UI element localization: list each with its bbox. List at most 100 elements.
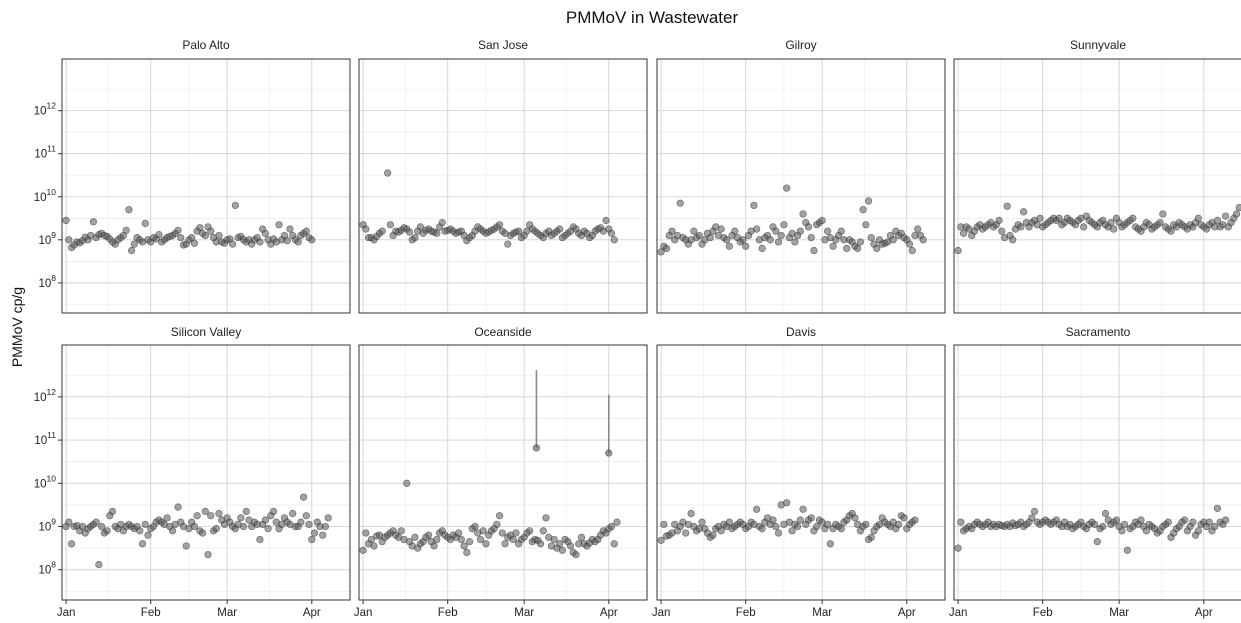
data-point	[495, 221, 504, 229]
facet-strip	[62, 33, 350, 57]
data-point	[386, 221, 395, 229]
data-point	[1110, 225, 1118, 233]
data-point	[698, 518, 706, 526]
data-point	[774, 529, 783, 537]
data-point	[772, 227, 780, 235]
data-point	[127, 246, 136, 255]
data-point	[275, 221, 283, 229]
panel-border	[358, 344, 648, 601]
data-point	[294, 238, 302, 246]
panel-border	[953, 344, 1241, 601]
y-tick-label: 1010	[34, 473, 57, 490]
data-point	[289, 509, 297, 518]
panel-background	[359, 345, 647, 600]
data-point	[495, 512, 504, 520]
data-point	[141, 520, 149, 529]
data-point	[889, 236, 897, 244]
x-tick-label: Feb	[1033, 607, 1053, 619]
data-point	[457, 535, 466, 544]
data-point	[319, 531, 327, 539]
data-point	[403, 479, 411, 487]
data-point	[807, 514, 815, 522]
data-point	[498, 529, 506, 537]
data-point	[310, 529, 319, 537]
data-point	[163, 514, 171, 522]
panel-background	[657, 345, 945, 600]
data-point	[1080, 223, 1088, 231]
facet-panel: Oceanside Jan Feb Mar Apr	[354, 320, 648, 619]
data-point	[97, 522, 106, 531]
facet-strip	[62, 320, 350, 344]
data-point	[261, 516, 270, 524]
x-tick-label: Jan	[57, 607, 76, 619]
data-point	[463, 548, 471, 557]
y-tick-label: 1011	[34, 430, 56, 447]
data-point	[515, 227, 523, 235]
facet-strip	[657, 320, 945, 344]
data-point	[783, 499, 791, 507]
facet-panel: Palo Alto 108 109 1010 1011 1012	[34, 33, 351, 314]
data-point	[758, 525, 766, 533]
data-point	[424, 531, 433, 539]
data-point	[998, 227, 1006, 235]
panel-border	[61, 58, 351, 314]
data-point	[321, 522, 330, 531]
data-point	[138, 540, 147, 548]
data-point	[302, 512, 310, 520]
data-point	[914, 225, 922, 233]
data-point	[198, 529, 207, 537]
data-point	[204, 550, 212, 559]
panel-background	[62, 59, 350, 313]
data-point	[62, 216, 70, 225]
data-point	[215, 509, 223, 518]
x-tick-label: Mar	[812, 607, 832, 619]
data-point	[796, 516, 804, 524]
data-point	[823, 227, 832, 235]
x-tick-label: Mar	[514, 607, 534, 619]
data-point	[1194, 214, 1202, 222]
panel-border	[656, 344, 946, 601]
data-point	[804, 223, 813, 231]
panel-background	[954, 345, 1241, 600]
data-point	[286, 225, 294, 233]
data-point	[725, 242, 733, 250]
facet-panel: Davis Jan Feb Mar Apr	[652, 320, 946, 619]
data-point	[125, 206, 133, 214]
data-point	[190, 239, 199, 247]
data-point	[182, 542, 190, 550]
data-point	[215, 231, 223, 240]
data-point	[695, 231, 703, 240]
x-tick-label: Feb	[736, 607, 756, 619]
data-point	[1099, 522, 1107, 531]
facet-title: Oceanside	[474, 325, 532, 339]
data-point	[662, 244, 671, 253]
data-point	[769, 516, 777, 524]
x-tick-label: Apr	[1195, 607, 1213, 619]
facet-title: Gilroy	[785, 38, 816, 52]
data-point	[433, 535, 441, 544]
data-point	[766, 236, 774, 244]
data-point	[954, 246, 962, 255]
y-tick-label: 1012	[34, 101, 57, 118]
data-point	[862, 221, 870, 229]
data-point	[894, 520, 903, 529]
data-point	[602, 216, 610, 225]
data-point	[1167, 227, 1175, 235]
x-tick-label: Mar	[1109, 607, 1129, 619]
panel-background	[954, 59, 1241, 313]
data-point	[1137, 516, 1145, 524]
data-point	[1003, 202, 1011, 210]
data-point	[411, 533, 419, 541]
data-point	[324, 514, 332, 522]
data-point	[482, 540, 490, 548]
data-point	[783, 184, 791, 192]
data-point	[228, 240, 237, 248]
facet-panel: Sunnyvale	[953, 33, 1241, 314]
data-point	[957, 518, 965, 526]
data-point	[613, 518, 621, 526]
data-point	[905, 240, 914, 248]
data-point	[709, 531, 717, 539]
data-point	[577, 533, 586, 541]
data-point	[65, 236, 73, 244]
data-point	[416, 223, 425, 231]
